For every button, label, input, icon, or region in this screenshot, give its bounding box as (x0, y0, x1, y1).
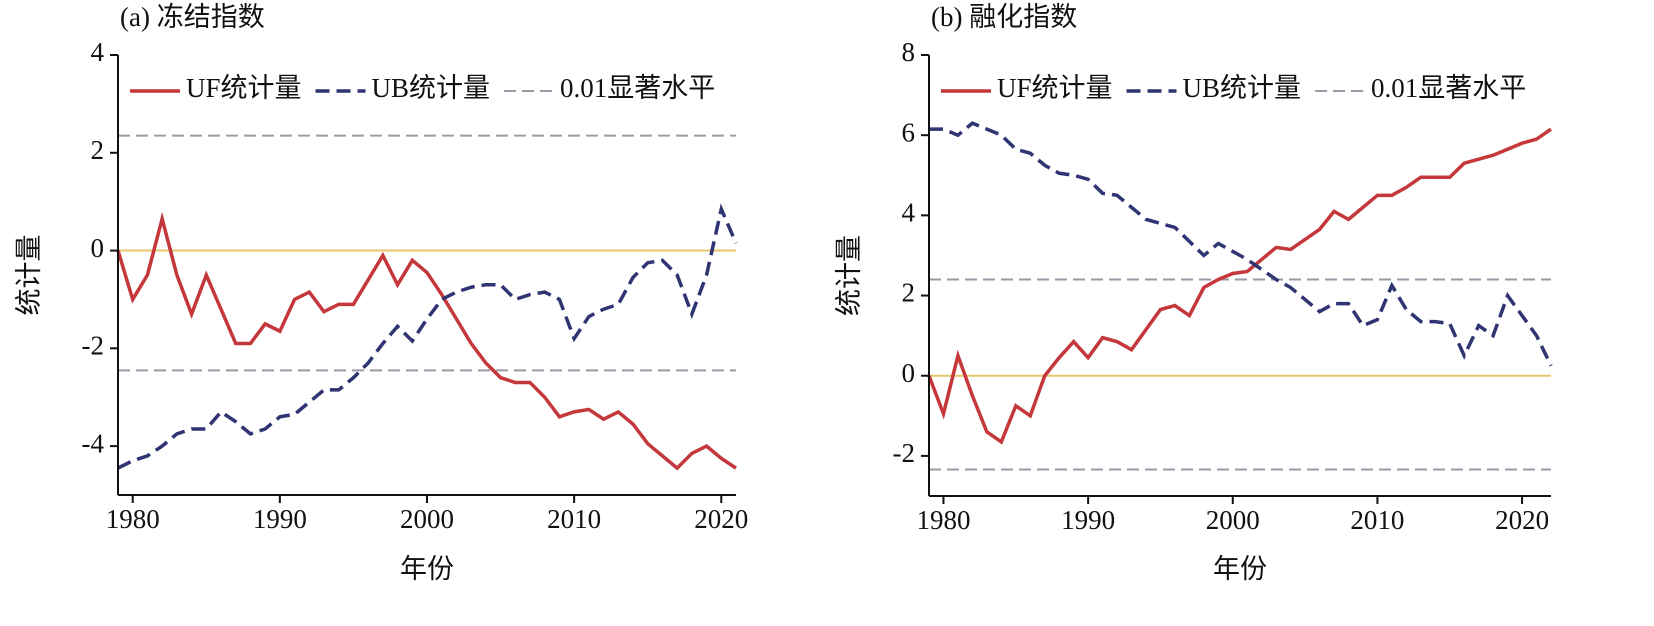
y-axis-label: 统计量 (14, 235, 44, 316)
x-tick-label: 1980 (106, 504, 160, 534)
legend-label: UF统计量 (997, 73, 1113, 103)
x-axis-label: 年份 (1213, 554, 1267, 584)
x-tick-label: 2020 (694, 504, 748, 534)
y-tick-label: 2 (91, 135, 105, 165)
x-axis-label: 年份 (400, 554, 454, 584)
x-tick-label: 2020 (1495, 505, 1549, 535)
y-tick-label: -2 (893, 438, 916, 468)
data-line (117, 203, 738, 470)
data-line (116, 211, 737, 471)
x-tick-label: 2010 (1350, 505, 1404, 535)
y-tick-label: -2 (82, 331, 105, 361)
legend-label: UB统计量 (372, 73, 491, 103)
chart-title: (b) 融化指数 (931, 2, 1077, 32)
y-tick-label: 4 (91, 37, 105, 67)
x-tick-label: 2000 (1206, 505, 1260, 535)
y-tick-label: 0 (91, 233, 105, 263)
legend-label: UF统计量 (186, 73, 302, 103)
y-tick-label: 4 (902, 198, 916, 228)
y-tick-label: 6 (902, 117, 916, 147)
legend-label: UB统计量 (1183, 73, 1302, 103)
legend-label: 0.01显著水平 (1371, 73, 1526, 103)
x-tick-label: 2000 (400, 504, 454, 534)
x-tick-label: 2010 (547, 504, 601, 534)
x-tick-label: 1990 (253, 504, 307, 534)
y-axis-label: 统计量 (834, 235, 864, 316)
y-tick-label: -4 (82, 428, 105, 458)
x-tick-label: 1990 (1061, 505, 1115, 535)
y-tick-label: 0 (902, 358, 916, 388)
y-tick-label: 2 (902, 278, 916, 308)
data-line (927, 127, 1552, 445)
x-tick-label: 1980 (916, 505, 970, 535)
chart-title: (a) 冻结指数 (120, 2, 265, 32)
data-line (929, 121, 1553, 367)
y-tick-label: 8 (902, 37, 916, 67)
legend-label: 0.01显著水平 (560, 73, 715, 103)
